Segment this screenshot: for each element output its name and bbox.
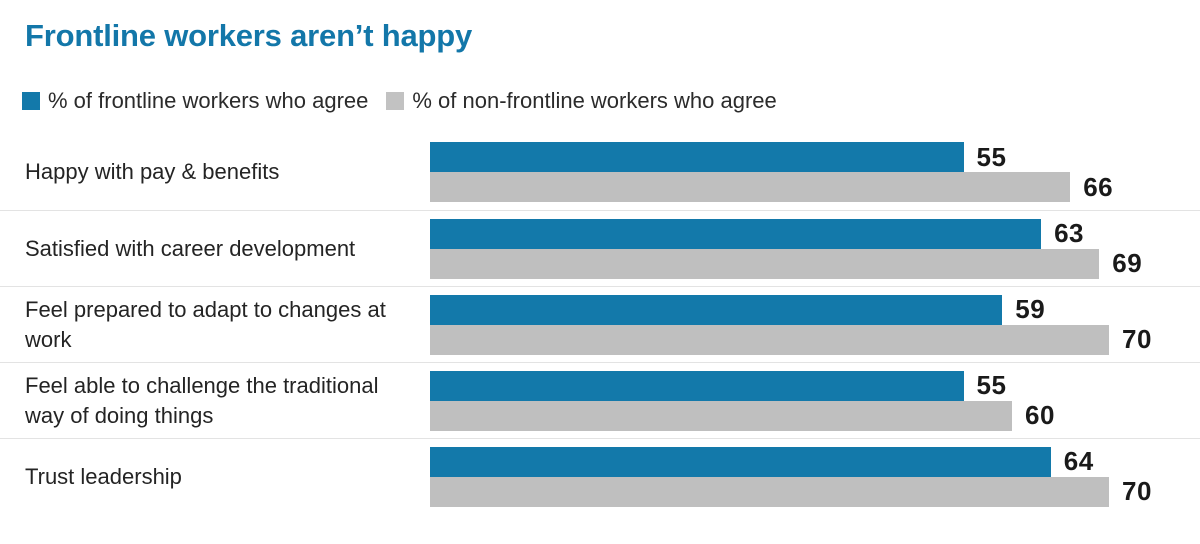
category-label: Satisfied with career development — [25, 235, 356, 261]
category-label: Feel prepared to adapt to changes at wor… — [25, 296, 386, 352]
bar-line: 60 — [430, 400, 1200, 431]
value-label: 69 — [1112, 248, 1143, 278]
value-label: 70 — [1122, 476, 1152, 506]
chart-title: Frontline workers aren’t happy — [25, 18, 473, 53]
bar-line: 64 — [430, 446, 1200, 477]
legend: % of frontline workers who agree % of no… — [22, 88, 1200, 114]
frontline-legend-swatch — [22, 92, 40, 110]
frontline-bar — [430, 142, 964, 172]
bar-line: 70 — [430, 476, 1200, 507]
chart-row: Trust leadership 64 70 — [0, 438, 1200, 514]
bar-group: 55 60 — [430, 370, 1200, 431]
value-label: 55 — [976, 141, 1007, 172]
value-label: 63 — [1054, 218, 1085, 248]
chart-row: Feel able to challenge the traditional w… — [0, 362, 1200, 438]
non-frontline-legend-label: % of non-frontline workers who agree — [412, 88, 777, 113]
bar-line: 63 — [430, 218, 1200, 249]
frontline-bar — [430, 446, 1051, 477]
bar-group: 63 69 — [430, 218, 1200, 279]
non-frontline-bar — [430, 248, 1100, 279]
chart-rows: Happy with pay & benefits 55 66 Satisfied w… — [0, 134, 1200, 514]
bar-line: 70 — [430, 324, 1200, 355]
bar-group: 55 66 — [430, 142, 1200, 202]
non-frontline-legend-swatch — [386, 92, 405, 110]
value-label: 59 — [1015, 294, 1046, 324]
frontline-bar — [430, 218, 1042, 249]
bar-line: 69 — [430, 248, 1200, 279]
chart-row: Satisfied with career development 63 69 — [0, 210, 1200, 286]
value-label: 60 — [1025, 400, 1055, 430]
value-label: 55 — [976, 370, 1007, 400]
value-label: 64 — [1063, 446, 1094, 476]
bar-group: 64 70 — [430, 446, 1200, 507]
frontline-bar — [430, 370, 964, 401]
bar-line: 59 — [430, 294, 1200, 325]
chart-row: Feel prepared to adapt to changes at wor… — [0, 286, 1200, 362]
frontline-legend-label: % of frontline workers who agree — [48, 88, 369, 113]
non-frontline-bar — [430, 172, 1071, 202]
value-label: 66 — [1083, 171, 1114, 202]
category-label: Feel able to challenge the traditional w… — [25, 372, 379, 428]
bar-line: 66 — [430, 172, 1200, 202]
bar-line: 55 — [430, 370, 1200, 401]
legend-item-non-frontline: % of non-frontline workers who agree — [386, 88, 777, 114]
bar-line: 55 — [430, 142, 1200, 172]
bar-group: 59 70 — [430, 294, 1200, 355]
chart-row: Happy with pay & benefits 55 66 — [0, 134, 1200, 210]
category-label: Trust leadership — [25, 463, 182, 489]
non-frontline-bar — [430, 400, 1012, 431]
non-frontline-bar — [430, 476, 1109, 507]
legend-item-frontline: % of frontline workers who agree — [22, 88, 368, 114]
chart-figure: Frontline workers aren’t happy % of fron… — [0, 18, 1200, 544]
frontline-bar — [430, 294, 1003, 325]
non-frontline-bar — [430, 324, 1109, 355]
value-label: 70 — [1122, 324, 1152, 354]
category-label: Happy with pay & benefits — [25, 159, 280, 184]
